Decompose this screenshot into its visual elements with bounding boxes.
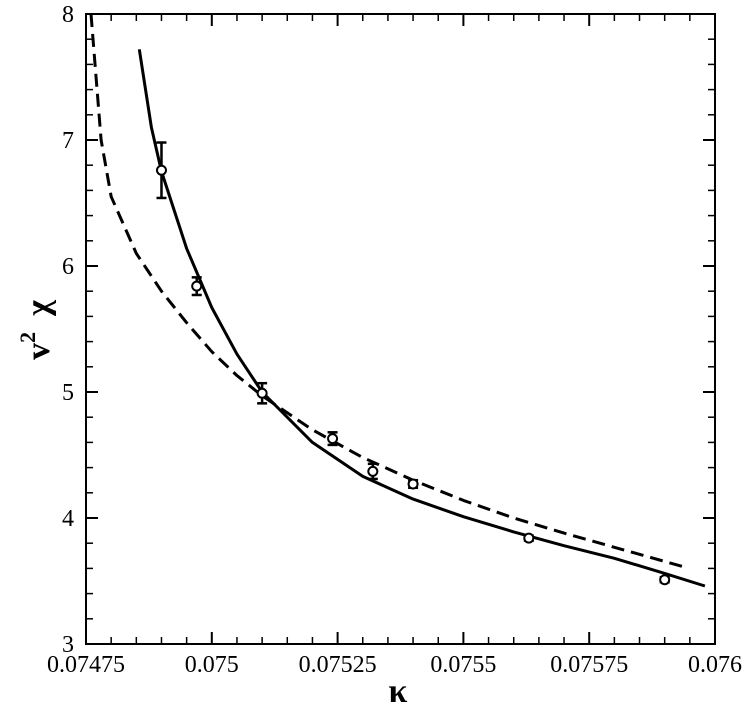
y-tick-label: 4	[62, 506, 74, 532]
x-tick-label: 0.075	[185, 652, 239, 678]
data-point	[523, 532, 535, 544]
data-point	[367, 465, 379, 477]
data-point	[191, 280, 203, 292]
data-point	[659, 574, 671, 586]
series-layer	[89, 13, 706, 588]
x-tick-label: 0.07525	[299, 652, 377, 678]
data-point	[155, 164, 167, 176]
y-axis-label-base: v	[20, 343, 57, 360]
y-tick-label: 8	[62, 2, 74, 28]
y-tick-label: 6	[62, 254, 74, 280]
y-tick-label: 7	[62, 128, 74, 154]
y-axis-label-symbol: χ	[20, 300, 57, 317]
data-point	[327, 433, 339, 445]
data-point	[407, 478, 419, 490]
plot-frame	[85, 13, 716, 645]
y-tick-label: 3	[62, 632, 74, 658]
x-tick-label: 0.076	[688, 652, 742, 678]
x-tick-label: 0.07575	[550, 652, 628, 678]
x-tick-label: 0.07475	[47, 652, 125, 678]
y-axis-label-superscript: 2	[15, 332, 40, 343]
dashed-fit-curve	[89, 13, 686, 569]
y-axis-label-text: v2 χ	[15, 300, 57, 360]
x-tick-label: 0.0755	[430, 652, 496, 678]
y-tick-label: 5	[62, 380, 74, 406]
axes-layer: 0.07475 0.075 0.07525 0.0755 0.07575 0.076 3 4 5…	[47, 2, 742, 678]
x-axis-label: κ	[389, 673, 408, 704]
data-point	[256, 387, 268, 399]
y-axis-label: v2 χ	[15, 300, 57, 360]
solid-fit-curve	[137, 49, 706, 588]
